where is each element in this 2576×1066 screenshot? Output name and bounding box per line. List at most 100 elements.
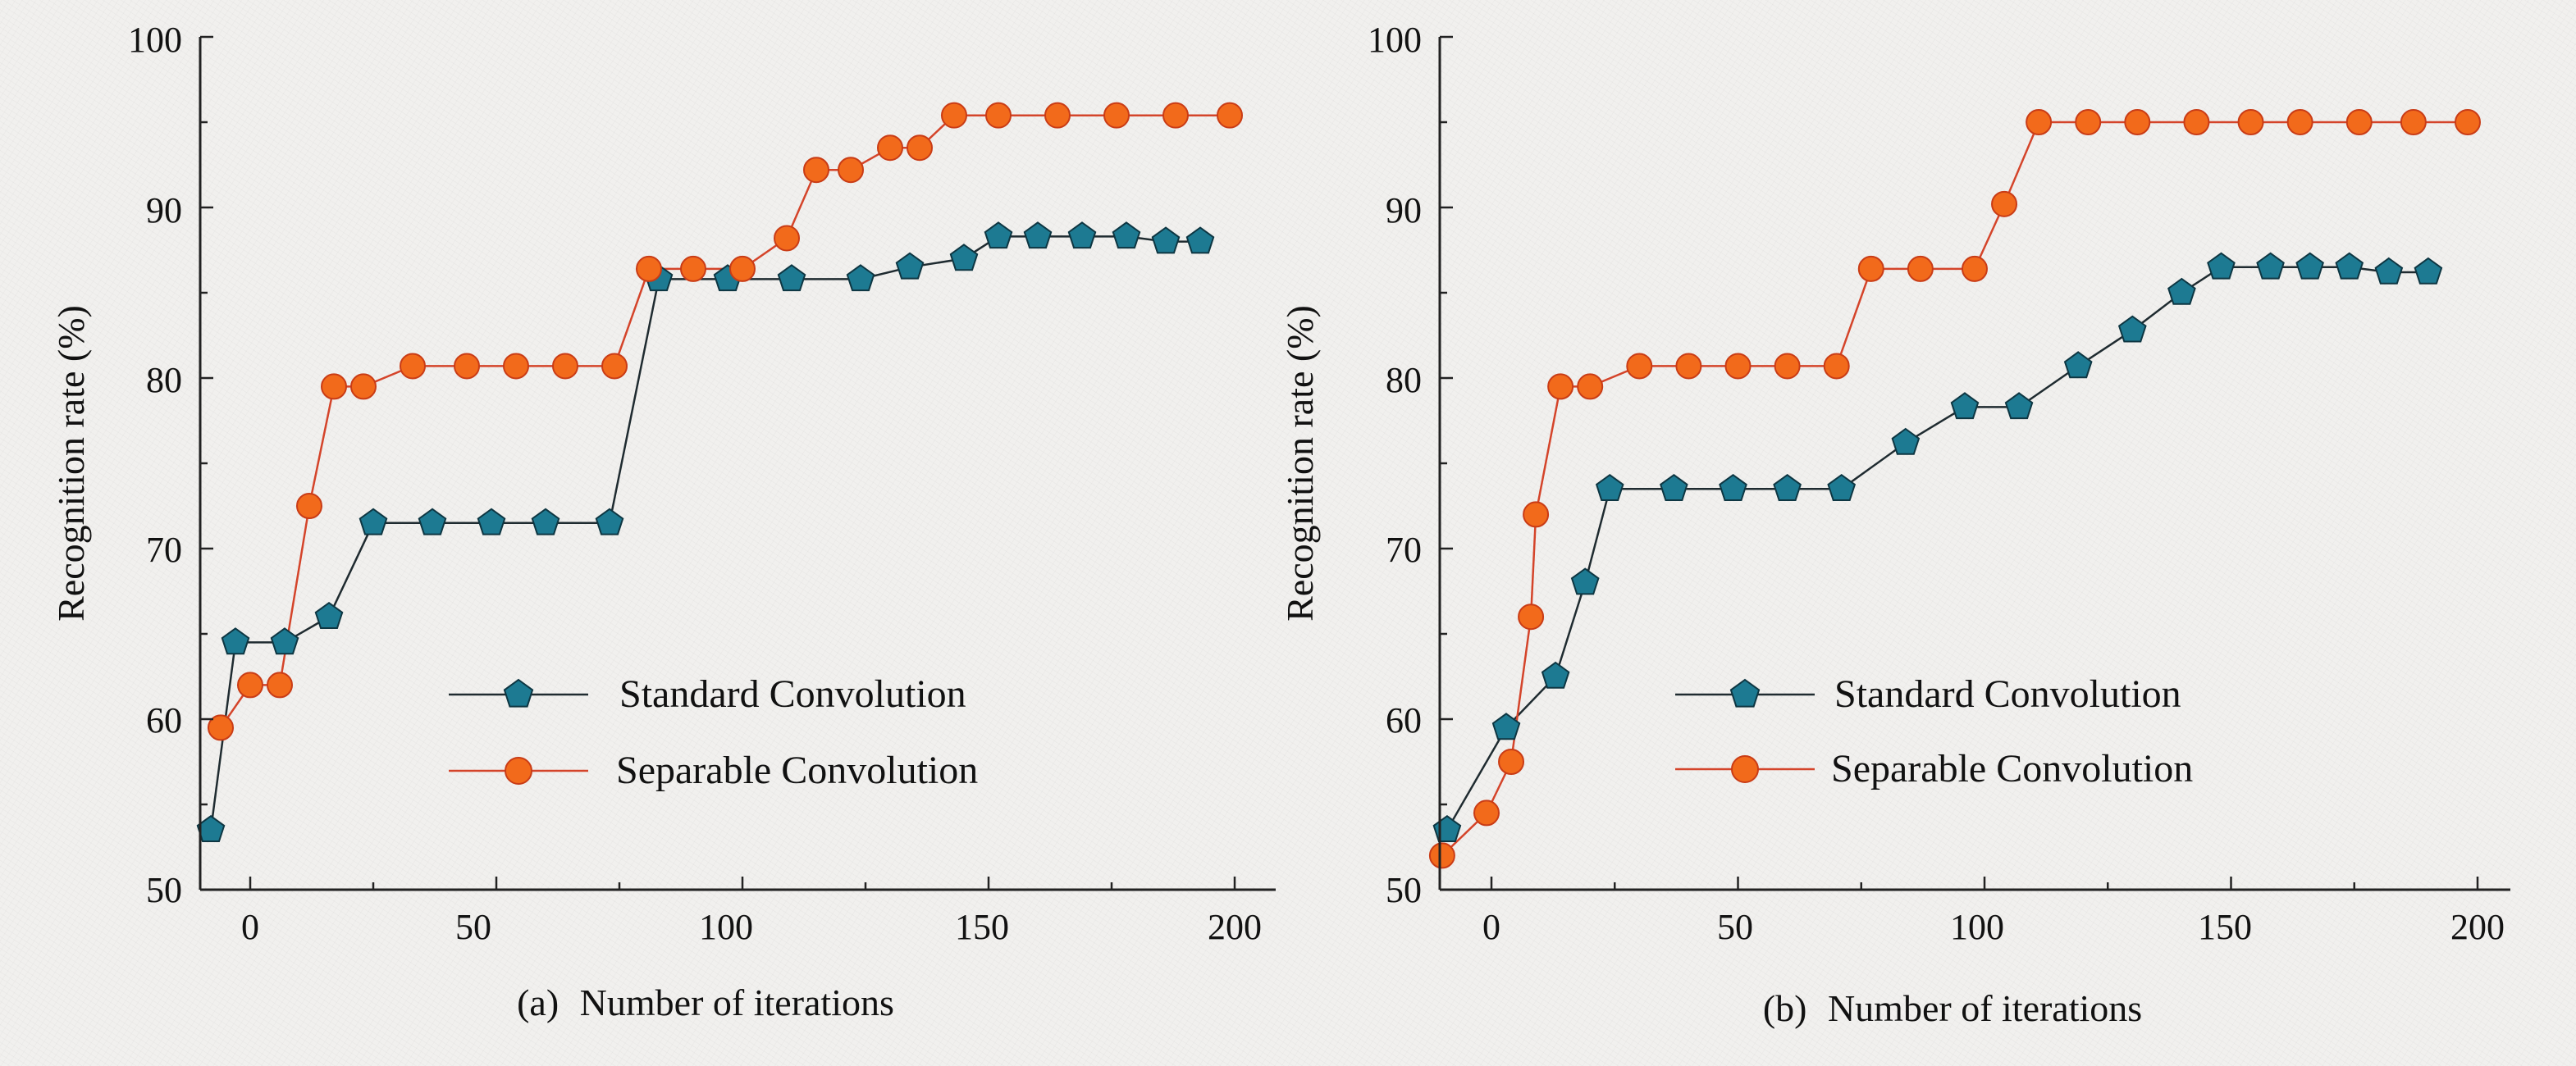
separable-convolution-point bbox=[2183, 109, 2210, 135]
separable-convolution-point bbox=[907, 134, 933, 162]
separable-convolution-point bbox=[1044, 102, 1071, 129]
panel-b-xtick-label: 100 bbox=[1950, 907, 2004, 947]
standard-convolution-point bbox=[1595, 473, 1624, 501]
panel-b-xtick-label: 150 bbox=[2198, 907, 2252, 947]
separable-convolution-point bbox=[2075, 109, 2102, 135]
standard-convolution-point bbox=[1773, 473, 1802, 501]
standard-convolution-point bbox=[1660, 473, 1688, 501]
panel-a-marks bbox=[196, 102, 1243, 842]
separable-convolution-point bbox=[803, 157, 829, 184]
standard-convolution-point bbox=[595, 508, 624, 535]
panel-a-y-ticks bbox=[200, 35, 213, 891]
panel-a-legend-standard-marker bbox=[503, 678, 534, 708]
separable-convolution-point bbox=[985, 102, 1012, 129]
separable-convolution-point bbox=[2400, 109, 2427, 135]
standard-convolution-point bbox=[1827, 473, 1857, 501]
separable-convolution-point bbox=[1523, 501, 1550, 528]
panel-a-ytick-label: 100 bbox=[128, 20, 182, 60]
standard-convolution-point bbox=[1151, 226, 1181, 254]
panel-b-legend-separable-marker bbox=[1731, 755, 1759, 783]
standard-convolution-point bbox=[2414, 257, 2443, 285]
panel-b-ytick-label: 60 bbox=[1386, 700, 1422, 740]
separable-convolution-point bbox=[454, 353, 480, 380]
standard-convolution-point bbox=[1719, 473, 1747, 501]
separable-convolution-point bbox=[838, 157, 864, 184]
standard-convolution-point bbox=[1432, 814, 1462, 842]
standard-convolution-point bbox=[1891, 427, 1921, 455]
panel-a-xtick-label: 100 bbox=[699, 907, 753, 947]
separable-convolution-point bbox=[1103, 102, 1130, 129]
standard-convolution-point bbox=[1950, 392, 1980, 420]
standard-convolution-point bbox=[2335, 252, 2364, 280]
separable-convolution-point bbox=[1907, 255, 1934, 282]
standard-convolution-point bbox=[1023, 221, 1053, 249]
panel-a-series-standard-line bbox=[209, 235, 1200, 831]
chart-panel-b: 50 60 70 80 90 100 0 50 100 150 200 Reco… bbox=[1279, 20, 2510, 1029]
panel-b-legend-standard-marker bbox=[1729, 678, 1761, 708]
panel-b-x-ticks bbox=[1490, 877, 2479, 890]
standard-convolution-point bbox=[2295, 252, 2324, 280]
standard-convolution-point bbox=[2063, 351, 2093, 379]
panel-a-ytick-label: 60 bbox=[146, 700, 182, 740]
panel-b-series-separable-line bbox=[1441, 121, 2468, 857]
panel-a-panel-label: (a) bbox=[517, 982, 559, 1023]
panel-b-xtick-label: 0 bbox=[1482, 907, 1500, 947]
panel-a-legend-standard-label: Standard Convolution bbox=[619, 672, 966, 716]
standard-convolution-point bbox=[2207, 252, 2236, 280]
separable-convolution-point bbox=[1724, 353, 1752, 380]
separable-convolution-point bbox=[1626, 353, 1653, 380]
panel-b-xlabel-group: (b) Number of iterations bbox=[1763, 987, 2142, 1029]
separable-convolution-point bbox=[1217, 102, 1243, 129]
separable-convolution-point bbox=[1518, 604, 1545, 631]
panel-b-tick-labels: 50 60 70 80 90 100 0 50 100 150 200 bbox=[1368, 20, 2505, 947]
panel-a-xtick-label: 200 bbox=[1208, 907, 1262, 947]
separable-convolution-point bbox=[1162, 102, 1189, 129]
panel-b-ylabel: Recognition rate (%) bbox=[1279, 305, 1321, 622]
separable-convolution-point bbox=[1991, 190, 2018, 217]
separable-convolution-point bbox=[2345, 109, 2373, 135]
separable-convolution-point bbox=[2286, 109, 2313, 135]
separable-convolution-point bbox=[2124, 109, 2151, 135]
separable-convolution-point bbox=[941, 102, 967, 129]
panel-b-series-standard-markers bbox=[1432, 252, 2443, 842]
separable-convolution-point bbox=[2237, 109, 2264, 135]
panel-a-xtick-label: 150 bbox=[955, 907, 1009, 947]
standard-convolution-point bbox=[359, 508, 388, 535]
separable-convolution-point bbox=[350, 373, 377, 400]
panel-a-axes bbox=[199, 35, 1276, 891]
separable-convolution-point bbox=[1857, 255, 1884, 282]
separable-convolution-point bbox=[1547, 373, 1574, 400]
panel-a-xlabel: Number of iterations bbox=[580, 982, 894, 1023]
standard-convolution-point bbox=[418, 508, 447, 535]
separable-convolution-point bbox=[680, 255, 706, 282]
separable-convolution-point bbox=[1498, 749, 1525, 775]
standard-convolution-point bbox=[949, 244, 979, 271]
separable-convolution-point bbox=[296, 493, 322, 519]
chart-panel-a: 50 60 70 80 90 100 0 50 100 150 200 Reco… bbox=[50, 20, 1276, 1023]
standard-convolution-point bbox=[2167, 277, 2196, 305]
panel-a-series-separable-markers bbox=[208, 102, 1243, 741]
panel-a-xtick-label: 50 bbox=[455, 907, 491, 947]
panel-a-ytick-label: 70 bbox=[146, 530, 182, 570]
panel-b-legend-standard-label: Standard Convolution bbox=[1834, 672, 2181, 716]
standard-convolution-point bbox=[1112, 221, 1141, 249]
separable-convolution-point bbox=[1961, 255, 1988, 282]
panel-b-legend-separable-label: Separable Convolution bbox=[1831, 747, 2193, 790]
standard-convolution-point bbox=[2374, 257, 2404, 285]
panel-b-marks bbox=[1428, 109, 2481, 869]
separable-convolution-point bbox=[877, 134, 903, 162]
panel-b-ytick-label: 80 bbox=[1386, 360, 1422, 400]
panel-a-xlabel-group: (a) Number of iterations bbox=[517, 982, 894, 1023]
standard-convolution-point bbox=[1570, 567, 1600, 595]
standard-convolution-point bbox=[221, 627, 250, 655]
panel-b-series-standard-line bbox=[1446, 266, 2428, 831]
separable-convolution-point bbox=[636, 255, 662, 282]
standard-convolution-point bbox=[984, 221, 1013, 249]
panel-b-ytick-label: 90 bbox=[1386, 190, 1422, 230]
panel-b-xtick-label: 50 bbox=[1717, 907, 1753, 947]
panel-b-xlabel: Number of iterations bbox=[1828, 987, 2142, 1029]
separable-convolution-point bbox=[1577, 373, 1604, 400]
separable-convolution-point bbox=[208, 714, 234, 741]
separable-convolution-point bbox=[2454, 109, 2481, 135]
